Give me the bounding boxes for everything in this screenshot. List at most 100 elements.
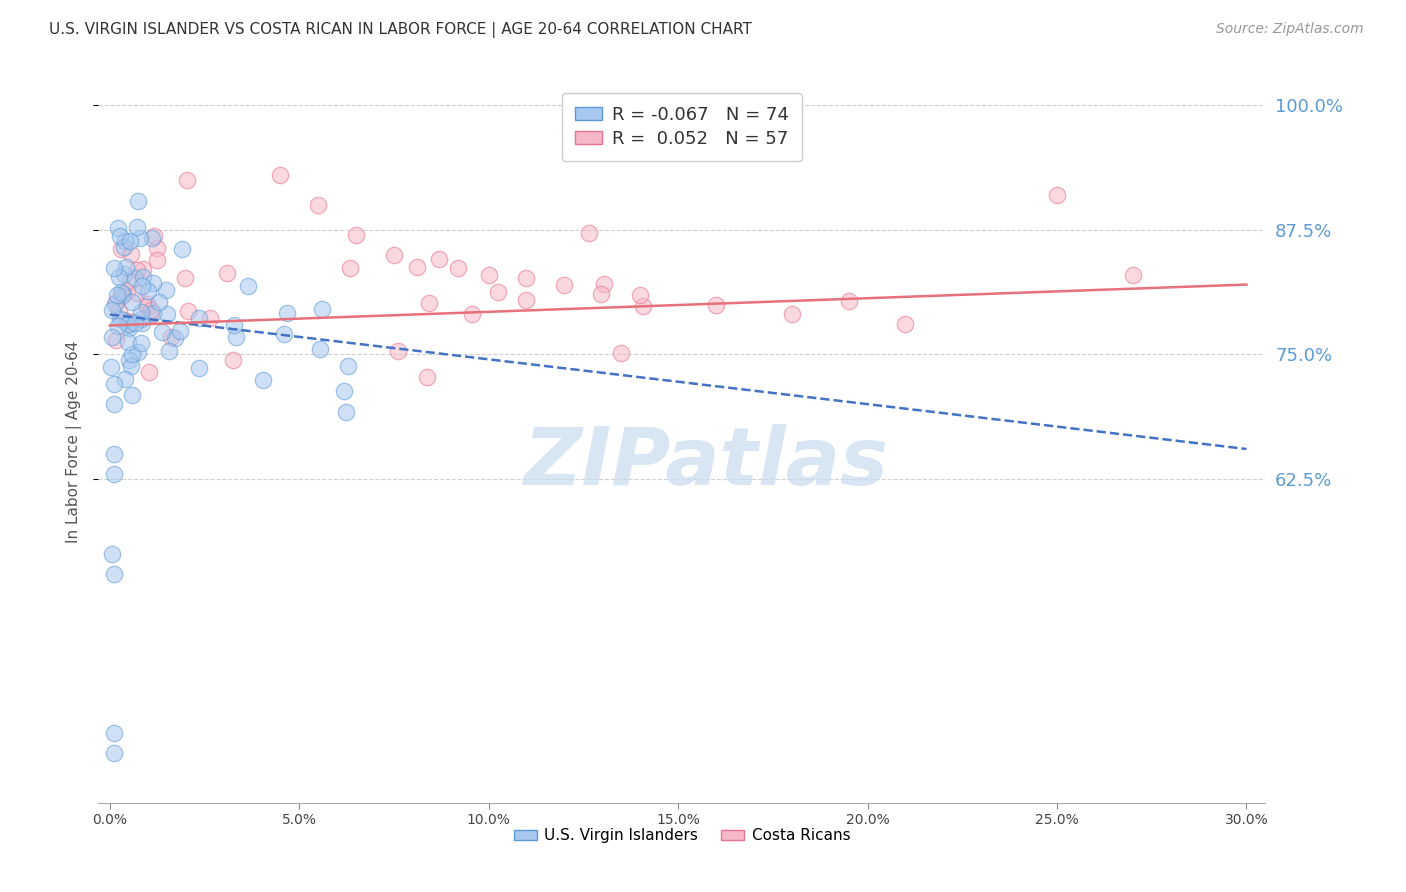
Point — [129, 336, 152, 351]
Point — [150, 325, 173, 339]
Point — [127, 220, 149, 235]
Point — [132, 261, 155, 276]
Point — [141, 303, 163, 318]
Point — [131, 279, 153, 293]
Point — [112, 286, 135, 301]
Point — [124, 271, 146, 285]
Point — [127, 345, 149, 359]
Point — [141, 231, 163, 245]
Point — [578, 227, 600, 241]
Point — [108, 270, 131, 285]
Point — [108, 304, 131, 318]
Point — [120, 247, 142, 261]
Point — [142, 277, 165, 291]
Point — [114, 371, 136, 385]
Point — [269, 168, 291, 182]
Point — [127, 194, 149, 209]
Point — [155, 283, 177, 297]
Point — [704, 297, 727, 311]
Point — [135, 300, 157, 314]
Point — [252, 373, 274, 387]
Point — [337, 359, 360, 373]
Point — [124, 316, 146, 330]
Point — [105, 333, 128, 347]
Point — [143, 229, 166, 244]
Point — [156, 307, 179, 321]
Point — [406, 260, 429, 274]
Point — [159, 330, 181, 344]
Point — [131, 316, 153, 330]
Point — [120, 274, 142, 288]
Point — [114, 234, 136, 248]
Point — [780, 308, 803, 322]
Point — [631, 299, 654, 313]
Point — [107, 221, 129, 235]
Point — [129, 230, 152, 244]
Point — [169, 325, 191, 339]
Point — [110, 243, 132, 257]
Point — [136, 284, 159, 298]
Point — [107, 318, 129, 333]
Point — [121, 346, 143, 360]
Point — [838, 293, 860, 308]
Point — [225, 330, 247, 344]
Point — [112, 268, 135, 282]
Point — [138, 365, 160, 379]
Point — [1122, 268, 1144, 282]
Point — [894, 318, 917, 332]
Point — [146, 253, 169, 268]
Point — [335, 405, 357, 419]
Point — [609, 346, 631, 360]
Point — [276, 306, 298, 320]
Point — [157, 343, 180, 358]
Point — [215, 266, 238, 280]
Point — [103, 397, 125, 411]
Point — [187, 360, 209, 375]
Point — [415, 369, 437, 384]
Point — [103, 726, 125, 740]
Point — [103, 377, 125, 392]
Legend: U.S. Virgin Islanders, Costa Ricans: U.S. Virgin Islanders, Costa Ricans — [508, 822, 856, 849]
Point — [339, 261, 361, 276]
Point — [139, 308, 162, 322]
Point — [273, 327, 295, 342]
Point — [117, 334, 139, 349]
Point — [108, 311, 131, 326]
Point — [447, 260, 470, 275]
Point — [173, 271, 195, 285]
Point — [628, 287, 651, 301]
Point — [176, 303, 198, 318]
Point — [591, 286, 613, 301]
Point — [105, 288, 128, 302]
Point — [103, 746, 125, 760]
Point — [236, 279, 259, 293]
Point — [418, 296, 440, 310]
Text: U.S. VIRGIN ISLANDER VS COSTA RICAN IN LABOR FORCE | AGE 20-64 CORRELATION CHART: U.S. VIRGIN ISLANDER VS COSTA RICAN IN L… — [49, 22, 752, 38]
Point — [129, 305, 152, 319]
Point — [222, 353, 245, 368]
Point — [110, 285, 132, 299]
Point — [332, 384, 354, 398]
Point — [125, 263, 148, 277]
Point — [146, 241, 169, 255]
Point — [100, 330, 122, 344]
Point — [111, 289, 134, 303]
Point — [387, 344, 409, 359]
Text: ZIPatlas: ZIPatlas — [523, 425, 887, 502]
Point — [486, 285, 509, 299]
Point — [142, 306, 165, 320]
Point — [1046, 187, 1069, 202]
Point — [461, 307, 484, 321]
Point — [108, 229, 131, 244]
Point — [172, 242, 194, 256]
Point — [103, 566, 125, 581]
Point — [553, 277, 575, 292]
Point — [478, 268, 501, 282]
Point — [131, 311, 153, 326]
Point — [114, 260, 136, 274]
Point — [592, 277, 614, 292]
Point — [103, 467, 125, 481]
Point — [515, 270, 537, 285]
Y-axis label: In Labor Force | Age 20-64: In Labor Force | Age 20-64 — [66, 341, 83, 542]
Point — [121, 315, 143, 329]
